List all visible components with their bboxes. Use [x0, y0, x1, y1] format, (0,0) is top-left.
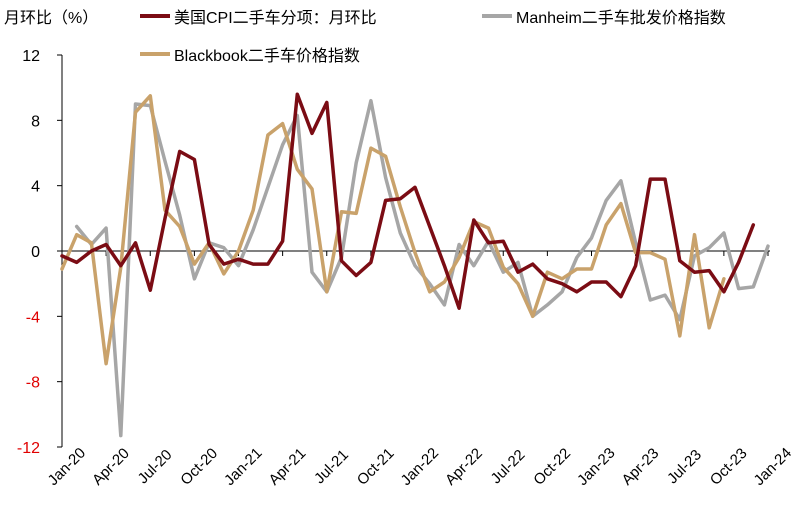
legend-item-blackbook: Blackbook二手车价格指数 — [140, 42, 360, 66]
y-tick-label: -4 — [26, 309, 40, 326]
x-tick-label: Jul-20 — [135, 446, 176, 487]
y-tick-label: 0 — [31, 244, 40, 261]
y-tick-label: 8 — [31, 113, 40, 130]
legend-label-manheim: Manheim二手车批发价格指数 — [516, 10, 726, 27]
y-tick-label: 4 — [31, 179, 40, 196]
x-tick-label: Jan-23 — [574, 445, 618, 489]
y-axis-unit-label: 月环比（%） — [4, 10, 99, 27]
x-tick-label: Jul-22 — [488, 446, 529, 487]
y-tick-label: -12 — [17, 440, 40, 457]
x-tick-label: Oct-20 — [177, 445, 221, 489]
x-tick-label: Apr-23 — [619, 445, 663, 489]
x-tick-label: Oct-21 — [354, 445, 398, 489]
legend-swatch-cpi — [140, 14, 170, 18]
legend-label-cpi: 美国CPI二手车分项：月环比 — [174, 10, 377, 27]
series-line-cpi-used-cars — [60, 92, 756, 310]
x-tick-label: Oct-22 — [530, 445, 574, 489]
legend-label-blackbook: Blackbook二手车价格指数 — [174, 48, 360, 65]
y-tick-label: 12 — [22, 48, 40, 65]
x-tick-label: Jan-24 — [751, 445, 795, 489]
x-tick-label: Jul-21 — [311, 446, 352, 487]
series-layer — [60, 92, 770, 438]
x-tick-label: Jul-23 — [664, 446, 705, 487]
series-line-blackbook — [60, 94, 726, 366]
x-tick-label: Apr-21 — [266, 445, 310, 489]
legend-item-cpi-used-cars: 美国CPI二手车分项：月环比 — [140, 4, 377, 28]
legend-swatch-manheim — [482, 14, 512, 18]
x-tick-label: Apr-22 — [442, 445, 486, 489]
x-tick-label: Jan-21 — [221, 445, 265, 489]
legend-swatch-blackbook — [140, 52, 170, 56]
x-tick-label: Oct-23 — [707, 445, 751, 489]
x-tick-label: Apr-20 — [89, 445, 133, 489]
x-tick-label: Jan-20 — [45, 445, 89, 489]
y-tick-label: -8 — [26, 375, 40, 392]
x-tick-label: Jan-22 — [398, 445, 442, 489]
legend-item-manheim: Manheim二手车批发价格指数 — [482, 4, 726, 28]
